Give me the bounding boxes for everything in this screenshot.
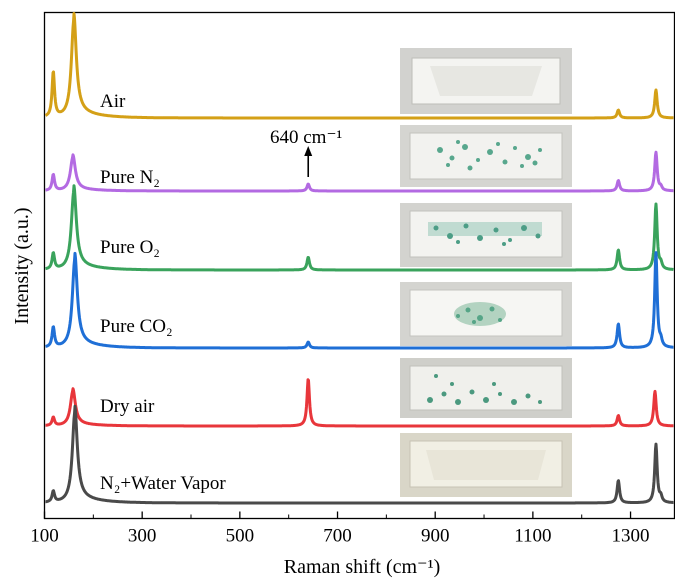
x-tick-label-900: 900 — [421, 526, 450, 547]
series-label-dry-air: Dry air — [100, 396, 155, 417]
x-tick-label-1100: 1100 — [514, 526, 551, 547]
series-label-n2-water-vapor: N₂+Water Vapor — [100, 473, 226, 494]
spectrum-line-1 — [44, 150, 675, 193]
photo-pure-co2 — [400, 282, 572, 346]
photo-dry-air — [400, 358, 572, 418]
series-label-air: Air — [100, 91, 126, 112]
x-tick-label-1300: 1300 — [612, 526, 650, 547]
series-group — [44, 12, 675, 505]
photo-air — [400, 48, 572, 114]
x-tick-label-300: 300 — [128, 526, 157, 547]
spectrum-line-0 — [44, 12, 675, 120]
photo-pure-o2 — [400, 203, 572, 267]
x-axis-ticks: 100 300 500 700 900 1100 1300 — [30, 511, 650, 547]
peak-annotation: 640 cm⁻¹ — [270, 127, 342, 148]
photo-pure-n2 — [400, 125, 572, 187]
spectrum-line-5 — [44, 404, 675, 505]
series-label-pure-n2: Pure N₂ — [100, 167, 160, 188]
series-label-pure-co2: Pure CO₂ — [100, 316, 173, 337]
x-tick-label-700: 700 — [323, 526, 352, 547]
x-tick-label-100: 100 — [30, 526, 59, 547]
x-axis-title: Raman shift (cm⁻¹) — [284, 556, 441, 578]
spectrum-line-4 — [44, 378, 675, 428]
plot-frame — [43, 11, 675, 520]
spectrum-line-3 — [44, 251, 675, 350]
annotation-arrow-icon — [304, 146, 313, 177]
x-tick-label-500: 500 — [226, 526, 255, 547]
sample-photos — [400, 48, 572, 497]
y-axis-title: Intensity (a.u.) — [11, 207, 33, 324]
photo-n2-water-vapor — [400, 433, 572, 497]
series-label-pure-o2: Pure O₂ — [100, 237, 160, 258]
spectrum-line-2 — [44, 184, 675, 272]
